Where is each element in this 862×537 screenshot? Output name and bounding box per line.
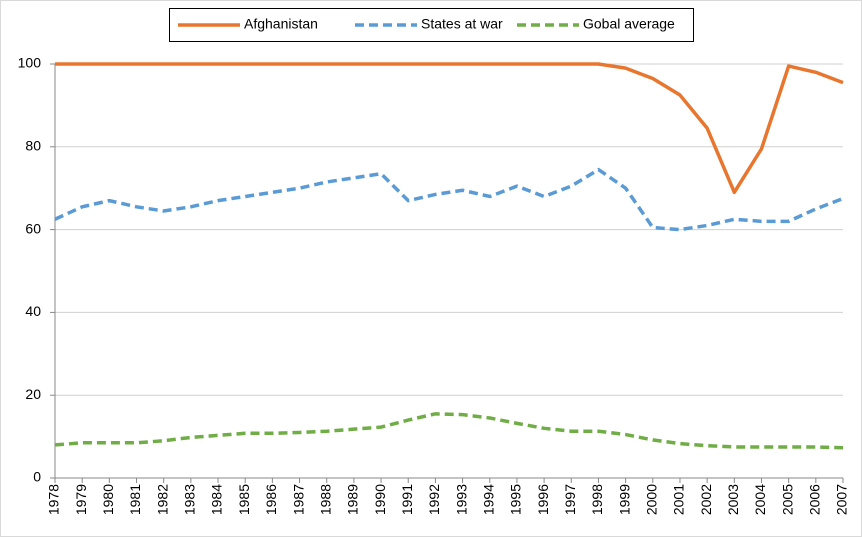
x-tick-label: 1983	[182, 484, 198, 515]
x-tick-label: 1997	[562, 484, 578, 515]
x-tick-label: 2000	[643, 484, 659, 515]
x-tick-label: 1992	[426, 484, 442, 515]
x-tick-label: 1995	[508, 484, 524, 515]
x-tick-label: 1979	[73, 484, 89, 515]
series-line	[54, 167, 844, 232]
x-tick-label: 1984	[209, 484, 225, 515]
x-tick-label: 2007	[834, 484, 850, 515]
series-line	[55, 62, 844, 195]
x-tick-label: 1996	[535, 484, 551, 515]
legend-label: Afghanistan	[244, 16, 318, 32]
y-tick-label: 20	[25, 386, 41, 402]
legend-label: Gobal average	[583, 16, 675, 32]
x-tick-label: 1993	[453, 484, 469, 515]
y-tick-label: 100	[18, 55, 42, 71]
x-tick-label: 2001	[671, 484, 687, 515]
x-tick-label: 1987	[290, 484, 306, 515]
x-tick-label: 2005	[779, 484, 795, 515]
x-tick-label: 1981	[127, 484, 143, 515]
y-tick-label: 80	[25, 138, 41, 154]
x-tick-label: 1980	[100, 484, 116, 515]
x-tick-label: 1989	[345, 484, 361, 515]
x-tick-label: 1978	[46, 484, 62, 515]
x-tick-label: 2003	[725, 484, 741, 515]
series-line	[54, 412, 844, 450]
x-tick-label: 1988	[317, 484, 333, 515]
x-tick-label: 1985	[236, 484, 252, 515]
y-tick-label: 0	[33, 469, 41, 485]
x-tick-label: 1998	[589, 484, 605, 515]
x-tick-label: 1994	[480, 484, 496, 515]
legend-box	[169, 8, 694, 42]
x-tick-label: 1990	[372, 484, 388, 515]
x-tick-label: 1999	[616, 484, 632, 515]
legend-label: States at war	[421, 16, 503, 32]
x-tick-label: 1986	[263, 484, 279, 515]
x-tick-label: 1982	[154, 484, 170, 515]
y-tick-label: 60	[25, 220, 41, 236]
x-tick-label: 1991	[399, 484, 415, 515]
x-tick-label: 2006	[807, 484, 823, 515]
x-tick-label: 2004	[752, 484, 768, 515]
y-tick-label: 40	[25, 303, 41, 319]
x-tick-label: 2002	[698, 484, 714, 515]
